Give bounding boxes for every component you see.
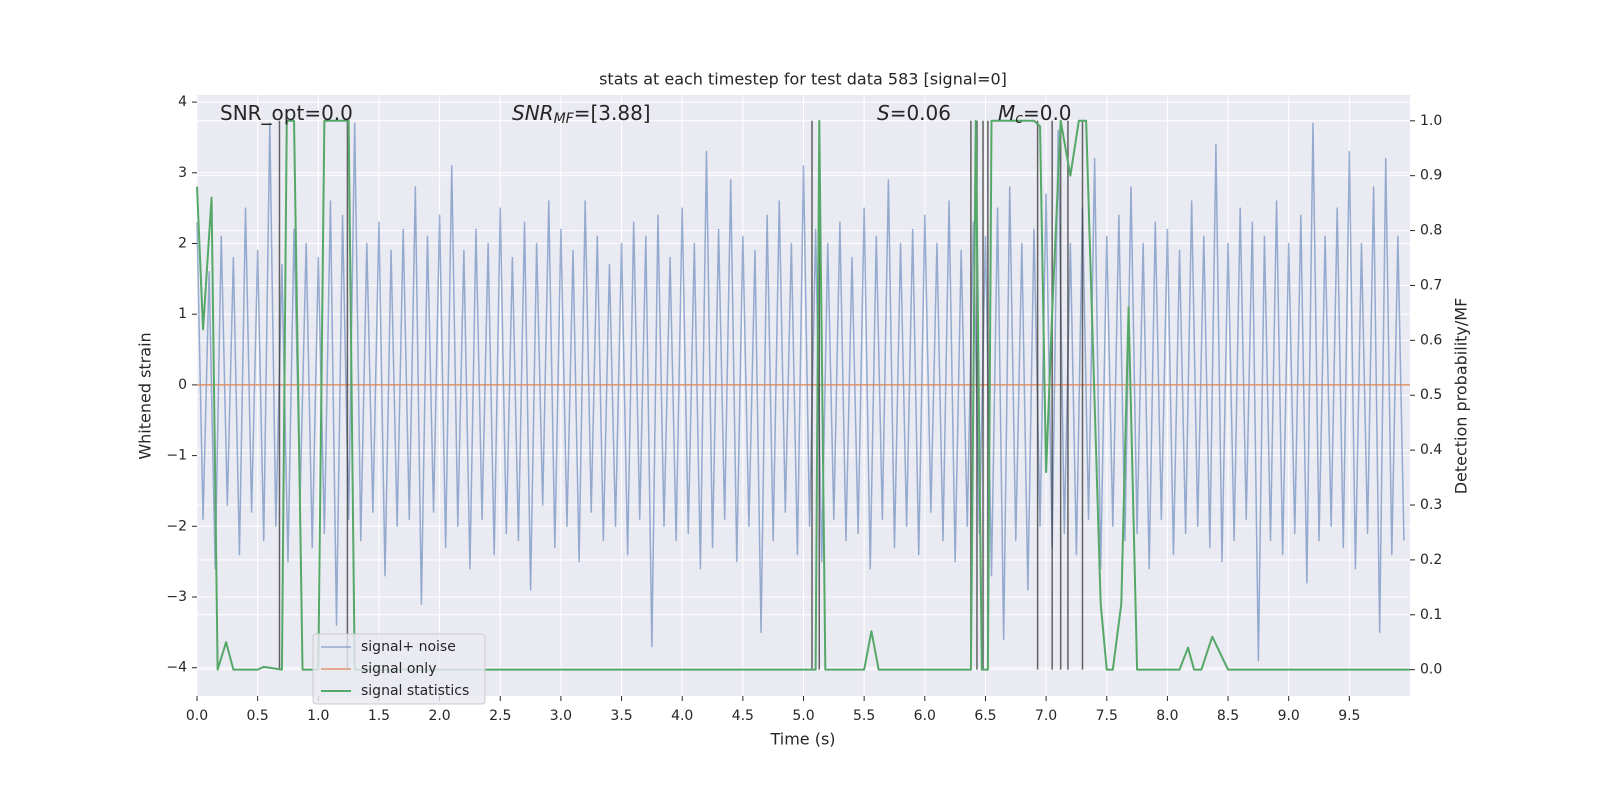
y2-tick-label: 0.2 [1420, 552, 1442, 568]
y-axis-label: Whitened strain [136, 332, 155, 459]
x-tick-label: 5.5 [853, 708, 875, 724]
y-tick-label: −4 [166, 660, 187, 676]
annotation-main: SNR_opt=0.0 [220, 101, 353, 125]
marks [196, 119, 1410, 671]
y2-tick-label: 0.1 [1420, 607, 1442, 623]
annotation: Mc=0.0 [998, 101, 1072, 128]
y-tick-label: 4 [178, 94, 187, 110]
x-tick-label: 0.5 [247, 708, 269, 724]
y2-tick-label: 0.8 [1420, 223, 1442, 239]
y-tick-label: −3 [166, 589, 187, 605]
y2-tick-label: 0.9 [1420, 168, 1442, 184]
legend-box [312, 633, 486, 705]
x-tick-label: 1.0 [307, 708, 329, 724]
ticks: 0.0 0.5 1.0 1.5 2.0 2.5 3.0 3.5 4.0 4.5 5.0 5.5 6.0 6… [166, 94, 1442, 724]
x-tick-label: 2.5 [489, 708, 511, 724]
legend-label: signal only [361, 661, 436, 677]
y2-tick-label: 0.0 [1420, 662, 1442, 678]
chart-title: stats at each timestep for test data 583… [599, 70, 1007, 89]
x-tick-label: 4.5 [732, 708, 754, 724]
y-tick-label: 3 [178, 165, 187, 181]
y2-tick-label: 0.4 [1420, 442, 1442, 458]
y-tick-label: 1 [178, 306, 187, 322]
y2-tick-label: 0.5 [1420, 387, 1442, 403]
annotation-rest: =0.06 [890, 101, 951, 125]
x-tick-label: 8.5 [1217, 708, 1239, 724]
y2-tick-label: 0.3 [1420, 497, 1442, 513]
annotation-sub: c [1015, 111, 1023, 127]
annotation-main: SNR [512, 101, 554, 125]
series-line [196, 119, 1410, 671]
y2-tick-label: 1.0 [1420, 113, 1442, 129]
x-tick-label: 4.0 [671, 708, 693, 724]
annotations: SNR_opt=0.0 SNRMF=[3.88] S=0.06 Mc=0.0 [220, 101, 1072, 128]
annotation-rest: =[3.88] [574, 101, 651, 125]
x-tick-label: 6.5 [974, 708, 996, 724]
x-tick-label: 8.0 [1156, 708, 1178, 724]
annotation: SNRMF=[3.88] [512, 101, 651, 128]
x-tick-label: 2.0 [428, 708, 450, 724]
y-tick-label: −1 [166, 448, 187, 464]
x-tick-label: 6.0 [914, 708, 936, 724]
x-tick-label: 7.0 [1035, 708, 1057, 724]
legend: signal+ noise signal only signal statistic… [312, 633, 486, 705]
annotation-sub: MF [554, 111, 575, 127]
series-line [196, 122, 1405, 662]
x-tick-label: 3.0 [550, 708, 572, 724]
annotation-main: S [877, 101, 890, 125]
x-tick-label: 0.0 [186, 708, 208, 724]
legend-label: signal statistics [361, 683, 469, 699]
y2-axis-label: Detection probability/MF [1452, 298, 1471, 495]
y2-tick-label: 0.6 [1420, 332, 1442, 348]
legend-label: signal+ noise [361, 639, 456, 655]
x-tick-label: 5.0 [792, 708, 814, 724]
y2-tick-label: 0.7 [1420, 277, 1442, 293]
x-tick-label: 9.5 [1338, 708, 1360, 724]
annotation: S=0.06 [877, 101, 951, 125]
annotation-rest: =0.0 [1023, 101, 1072, 125]
y-tick-label: −2 [166, 518, 187, 534]
grid [196, 95, 1410, 696]
x-tick-label: 7.5 [1096, 708, 1118, 724]
annotation: SNR_opt=0.0 [220, 101, 353, 125]
x-tick-label: 1.5 [368, 708, 390, 724]
x-axis-label: Time (s) [769, 730, 835, 749]
y-tick-label: 0 [178, 377, 187, 393]
annotation-main: M [998, 101, 1015, 125]
x-tick-label: 9.0 [1278, 708, 1300, 724]
y-tick-label: 2 [178, 235, 187, 251]
x-tick-label: 3.5 [610, 708, 632, 724]
